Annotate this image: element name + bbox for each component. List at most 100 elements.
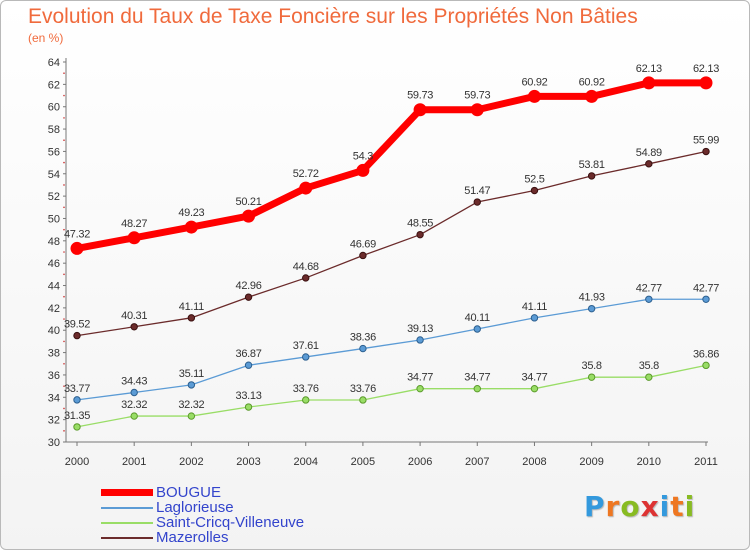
data-point (184, 220, 198, 234)
x-tick-label: 2001 (122, 456, 146, 468)
legend-swatch (101, 506, 153, 509)
y-tick-label: 64 (48, 57, 60, 69)
data-label: 33.76 (293, 383, 319, 395)
data-label: 42.77 (693, 282, 719, 294)
data-label: 60.92 (579, 76, 605, 88)
series-line-1 (76, 298, 707, 401)
x-tick-label: 2005 (351, 456, 375, 468)
x-tick-label: 2002 (179, 456, 203, 468)
x-tick-label: 2011 (694, 456, 718, 468)
data-point (244, 293, 253, 301)
y-minor-tick (63, 295, 65, 298)
data-label: 32.32 (121, 399, 147, 411)
data-label: 44.68 (293, 261, 319, 273)
y-tick-label: 48 (48, 236, 60, 248)
logo-letter: i (659, 490, 671, 523)
data-label: 34.77 (407, 372, 433, 384)
y-tick-label: 52 (48, 191, 60, 203)
data-label: 53.81 (579, 159, 605, 171)
data-label: 62.13 (693, 63, 719, 75)
data-label: 49.23 (178, 207, 204, 219)
y-tick-label: 36 (48, 370, 60, 382)
y-minor-tick (63, 340, 65, 343)
data-label: 35.11 (179, 368, 204, 380)
y-tick-label: 30 (48, 437, 60, 449)
logo-letter: o (620, 490, 641, 523)
data-label: 32.32 (178, 399, 204, 411)
y-minor-tick (63, 72, 65, 74)
y-minor-tick (63, 273, 65, 276)
data-label: 39.52 (64, 319, 90, 331)
data-point (527, 89, 541, 103)
data-point (130, 412, 138, 420)
series-line-0 (73, 79, 710, 252)
data-point (699, 76, 713, 90)
data-label: 34.77 (464, 372, 490, 384)
data-label: 55.99 (693, 135, 719, 147)
data-label: 50.21 (236, 196, 262, 208)
legend-item: Saint-Cricq-Villeneuve (101, 515, 304, 530)
data-point (73, 423, 81, 431)
data-label: 48.27 (121, 218, 147, 230)
data-point (416, 230, 424, 239)
data-label: 34.77 (521, 372, 547, 384)
data-label: 62.13 (636, 63, 662, 75)
data-label: 54.89 (636, 147, 662, 159)
y-tick-label: 60 (48, 102, 60, 114)
data-label: 38.36 (350, 332, 376, 344)
y-minor-tick (63, 318, 65, 320)
data-point (359, 251, 367, 260)
y-minor-tick (63, 362, 65, 365)
data-point (585, 89, 599, 103)
data-point (470, 103, 484, 117)
data-label: 36.86 (693, 348, 719, 360)
data-label: 46.69 (350, 238, 376, 250)
data-point (242, 209, 256, 223)
logo-letter: t (670, 490, 685, 523)
data-point (416, 384, 424, 393)
data-point (302, 353, 310, 361)
data-point (73, 396, 81, 404)
legend-swatch (101, 489, 153, 496)
data-label: 41.11 (522, 301, 547, 313)
data-point (530, 186, 539, 195)
y-minor-tick (63, 430, 65, 432)
y-tick-label: 56 (48, 146, 60, 158)
data-point (473, 384, 481, 393)
y-tick-label: 34 (48, 392, 60, 404)
data-point (244, 361, 253, 369)
data-point (130, 323, 138, 331)
data-label: 31.35 (64, 410, 90, 422)
data-point (587, 373, 596, 381)
data-label: 41.93 (579, 292, 605, 304)
y-tick-label: 44 (48, 281, 60, 293)
data-point (73, 331, 81, 340)
y-minor-tick (63, 161, 65, 164)
legend-swatch (101, 521, 153, 524)
legend-swatch (101, 536, 153, 539)
y-minor-tick (63, 206, 65, 209)
y-minor-tick (63, 407, 65, 410)
x-tick-label: 2006 (408, 456, 432, 468)
data-label: 35.8 (582, 360, 602, 372)
y-minor-tick (63, 251, 65, 253)
y-tick-label: 46 (48, 258, 60, 270)
data-label: 59.73 (464, 90, 490, 102)
y-minor-tick (63, 228, 65, 231)
data-point (302, 274, 310, 282)
data-label: 36.87 (236, 348, 262, 360)
chart-title: Evolution du Taux de Taxe Foncière sur l… (28, 5, 638, 28)
data-point (187, 314, 196, 322)
y-minor-tick (63, 139, 65, 142)
data-label: 60.92 (521, 76, 547, 88)
data-point (187, 412, 196, 420)
data-label: 52.72 (293, 168, 319, 180)
series-line-3 (76, 150, 707, 337)
x-tick-label: 2008 (522, 456, 546, 468)
y-tick-label: 54 (48, 169, 60, 181)
legend-item: BOUGUE (101, 485, 304, 500)
legend-label: Saint-Cricq-Villeneuve (156, 514, 305, 531)
data-label: 54.3 (353, 150, 373, 162)
data-point (70, 241, 84, 255)
y-tick-label: 50 (48, 213, 60, 225)
